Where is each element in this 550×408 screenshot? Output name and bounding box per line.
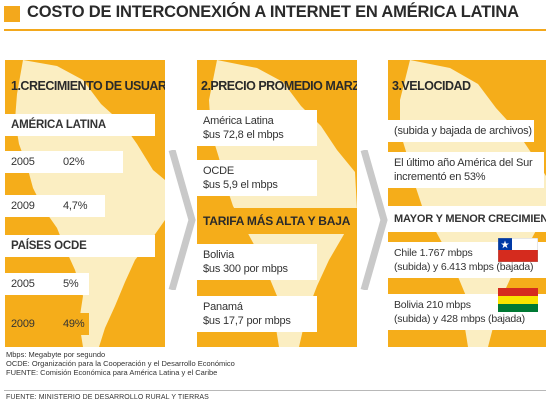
divider [4, 390, 546, 391]
row-panama-price: Panamá $us 17,7 por mbps [197, 296, 317, 332]
footnotes: Mbps: Megabyte por segundo OCDE: Organiz… [6, 350, 235, 377]
panel-average-price: 2.PRECIO PROMEDIO MARZO 2011 América Lat… [197, 60, 357, 347]
arrow-right-icon [168, 150, 196, 290]
row-oecd-2005: 2005 5% [5, 273, 89, 295]
panel-user-growth: 1.CRECIMIENTO DE USUARIOS AMÉRICA LATINA… [5, 60, 165, 347]
row-oecd-2009: 2009 49% [5, 313, 89, 335]
source-credit: FUENTE: MINISTERIO DE DESARROLLO RURAL Y… [6, 394, 209, 401]
footnote-source-cepal: FUENTE: Comisión Económica para América … [6, 368, 218, 377]
panel-average-price-header: 2.PRECIO PROMEDIO MARZO 2011 [201, 79, 357, 93]
panel-speed-header: 3.VELOCIDAD [392, 79, 471, 93]
panel-user-growth-header: 1.CRECIMIENTO DE USUARIOS [11, 79, 165, 93]
title-marker [4, 6, 20, 22]
title-underline [4, 29, 546, 31]
title-bar: COSTO DE INTERCONEXIÓN A INTERNET EN AMÉ… [0, 0, 550, 32]
footnote-mbps: Mbps: Megabyte por segundo [6, 350, 106, 359]
row-la-2009: 2009 4,7% [5, 195, 105, 217]
row-bolivia-price: Bolivia $us 300 por mbps [197, 244, 317, 280]
panel-speed: 3.VELOCIDAD (subida y bajada de archivos… [388, 60, 546, 347]
row-highest-lowest-rate: TARIFA MÁS ALTA Y BAJA [197, 208, 357, 234]
row-latin-america-price: América Latina $us 72,8 el mbps [197, 110, 317, 146]
row-upload-download-note: (subida y bajada de archivos) [388, 120, 534, 142]
row-south-america-increase: El último año América del Sur incrementó… [388, 152, 544, 188]
page-title: COSTO DE INTERCONEXIÓN A INTERNET EN AMÉ… [27, 3, 519, 21]
row-latin-america: AMÉRICA LATINA [5, 114, 155, 136]
footnote-ocde: OCDE: Organización para la Cooperación y… [6, 359, 235, 368]
row-la-2005: 2005 02% [5, 151, 123, 173]
row-highest-lowest-growth: MAYOR Y MENOR CRECIMIENTO [388, 206, 546, 232]
arrow-right-icon [360, 150, 388, 290]
row-oecd-countries: PAÍSES OCDE [5, 235, 155, 257]
row-oecd-price: OCDE $us 5,9 el mbps [197, 160, 317, 196]
bolivia-flag-icon [498, 288, 538, 312]
chile-flag-icon [498, 238, 538, 262]
